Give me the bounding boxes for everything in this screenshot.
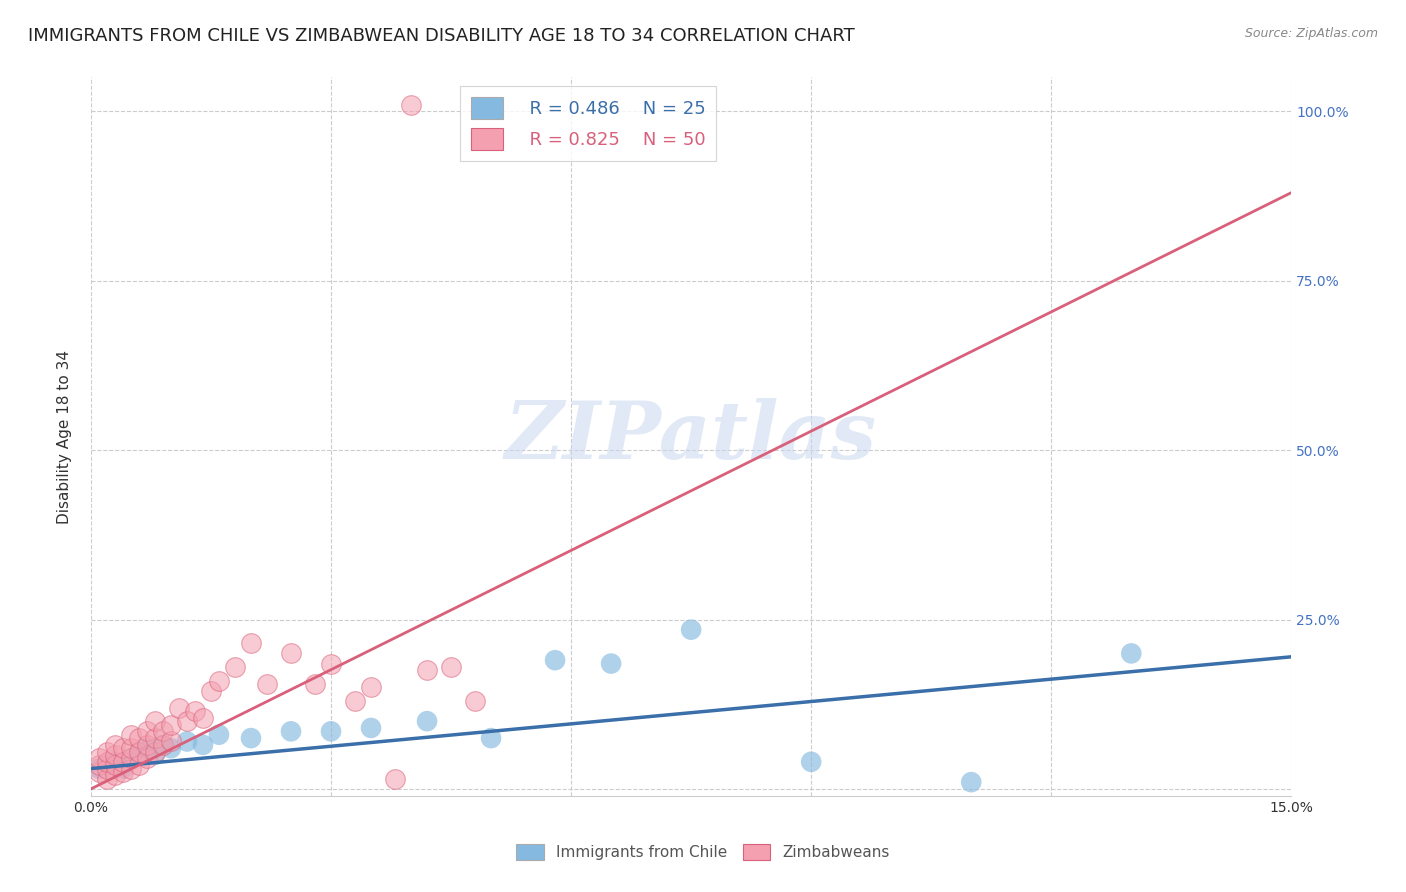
Point: [120, 751, 142, 765]
Point: [280, 647, 302, 661]
Point: [200, 683, 222, 698]
Point: [600, 657, 623, 671]
Point: [120, 741, 142, 756]
Point: [128, 758, 150, 772]
Point: [176, 714, 198, 728]
Point: [384, 772, 406, 786]
Point: [360, 721, 382, 735]
Point: [479, 731, 502, 745]
Point: [184, 704, 207, 718]
Point: [104, 747, 127, 762]
Point: [416, 664, 439, 678]
Text: IMMIGRANTS FROM CHILE VS ZIMBABWEAN DISABILITY AGE 18 TO 34 CORRELATION CHART: IMMIGRANTS FROM CHILE VS ZIMBABWEAN DISA…: [28, 27, 855, 45]
Point: [416, 714, 439, 728]
Point: [191, 738, 214, 752]
Point: [96, 762, 118, 776]
Point: [176, 734, 198, 748]
Point: [111, 755, 134, 769]
Point: [128, 745, 150, 759]
Point: [240, 636, 263, 650]
Point: [128, 745, 150, 759]
Point: [136, 738, 159, 752]
Point: [96, 758, 118, 772]
Point: [256, 677, 278, 691]
Point: [1121, 647, 1143, 661]
Point: [208, 673, 231, 688]
Point: [104, 755, 127, 769]
Text: ZIPatlas: ZIPatlas: [505, 398, 877, 475]
Point: [399, 97, 422, 112]
Point: [224, 660, 246, 674]
Point: [111, 762, 134, 776]
Point: [800, 755, 823, 769]
Point: [87, 758, 110, 772]
Point: [160, 734, 183, 748]
Point: [152, 724, 174, 739]
Point: [143, 714, 166, 728]
Point: [344, 694, 367, 708]
Point: [304, 677, 326, 691]
Point: [104, 738, 127, 752]
Point: [167, 700, 190, 714]
Point: [111, 741, 134, 756]
Point: [544, 653, 567, 667]
Point: [208, 728, 231, 742]
Legend:   R = 0.486    N = 25,   R = 0.825    N = 50: R = 0.486 N = 25, R = 0.825 N = 50: [460, 87, 717, 161]
Point: [160, 717, 183, 731]
Point: [104, 758, 127, 772]
Legend: Immigrants from Chile, Zimbabweans: Immigrants from Chile, Zimbabweans: [510, 838, 896, 866]
Point: [143, 731, 166, 745]
Text: Source: ZipAtlas.com: Source: ZipAtlas.com: [1244, 27, 1378, 40]
Point: [87, 751, 110, 765]
Point: [96, 745, 118, 759]
Y-axis label: Disability Age 18 to 34: Disability Age 18 to 34: [58, 350, 72, 524]
Point: [143, 745, 166, 759]
Point: [152, 738, 174, 752]
Point: [128, 731, 150, 745]
Point: [464, 694, 486, 708]
Point: [136, 751, 159, 765]
Point: [319, 724, 342, 739]
Point: [136, 724, 159, 739]
Point: [240, 731, 263, 745]
Point: [143, 747, 166, 762]
Point: [111, 764, 134, 779]
Point: [96, 772, 118, 786]
Point: [681, 623, 703, 637]
Point: [319, 657, 342, 671]
Point: [152, 738, 174, 752]
Point: [120, 728, 142, 742]
Point: [104, 768, 127, 782]
Point: [960, 775, 983, 789]
Point: [136, 741, 159, 756]
Point: [87, 764, 110, 779]
Point: [440, 660, 463, 674]
Point: [120, 762, 142, 776]
Point: [96, 755, 118, 769]
Point: [360, 680, 382, 694]
Point: [87, 762, 110, 776]
Point: [160, 741, 183, 756]
Point: [120, 751, 142, 765]
Point: [280, 724, 302, 739]
Point: [191, 711, 214, 725]
